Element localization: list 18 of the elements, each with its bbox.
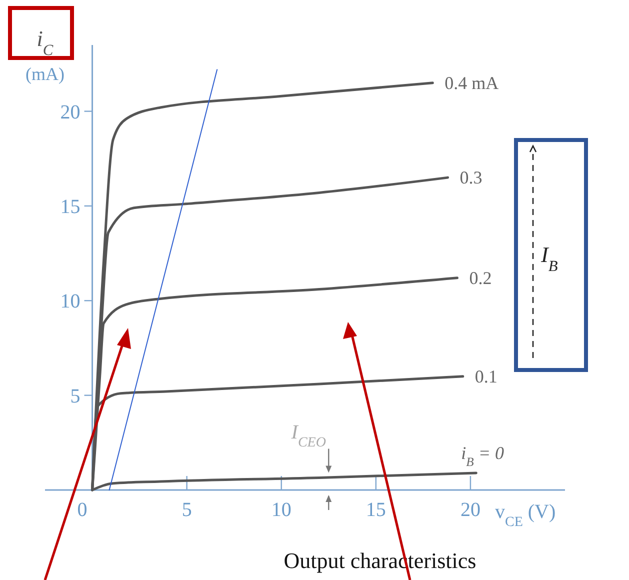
annotation: I$_{B}$ [540, 242, 558, 274]
series-label: i$_{B}$ = 0 [461, 442, 504, 469]
x-tick-label: 20 [460, 499, 480, 521]
y-axis-title: i$_{C}$ (mA) [26, 26, 64, 84]
x-axis-title: v$_{CE}$ (V) [495, 501, 556, 530]
x-tick-label: 0 [77, 499, 88, 521]
x-tick-label: 15 [366, 499, 386, 521]
x-tick-label: 10 [271, 499, 292, 521]
x-tick-label: 5 [182, 499, 192, 521]
y-tick-label: 20 [60, 101, 80, 124]
series-label: 0.4 mA [444, 72, 499, 93]
series-label: 0.1 [474, 366, 498, 386]
annotation: I$_{CEO}$ [290, 422, 326, 450]
y-tick-label: 5 [70, 385, 80, 408]
series-label: 0.2 [469, 268, 492, 288]
series-label: 0.3 [460, 168, 482, 188]
y-tick-label: 15 [60, 196, 80, 218]
y-tick-label: 10 [60, 290, 80, 313]
